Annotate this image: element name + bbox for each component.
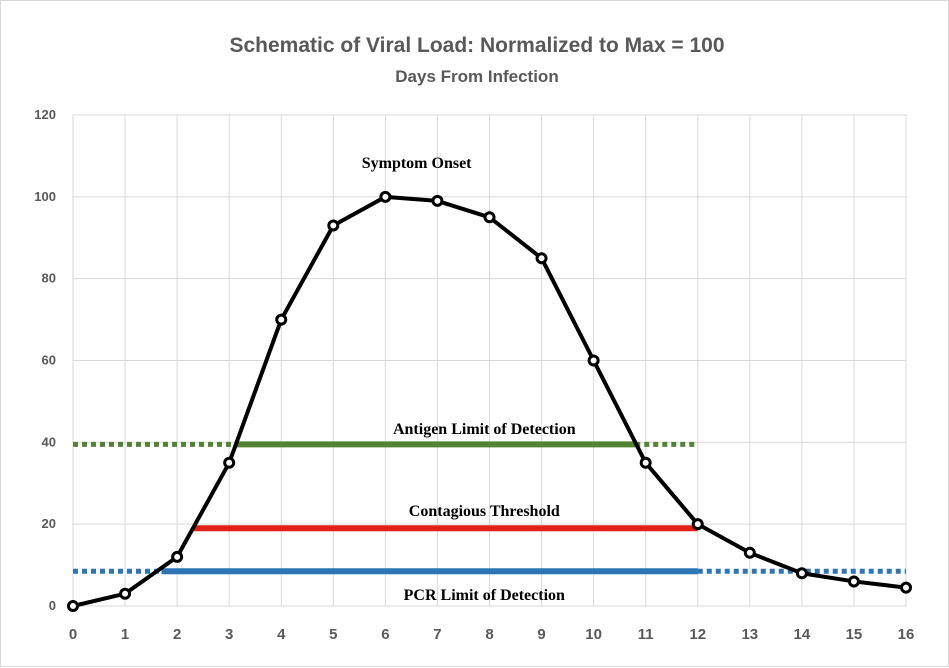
antigen-limit-of-detection-label: Antigen Limit of Detection [393, 421, 576, 438]
data-point [847, 575, 860, 588]
data-point [171, 550, 184, 563]
y-tick-label: 60 [42, 353, 56, 368]
x-tick-label: 10 [585, 626, 602, 643]
x-tick-label: 14 [794, 626, 811, 643]
data-point [223, 456, 236, 469]
y-tick-label: 40 [42, 434, 56, 449]
y-axis-ticks: 0 20 40 60 80 100 120 [34, 107, 56, 613]
data-point [483, 211, 496, 224]
data-point [795, 567, 808, 580]
gridlines [72, 114, 907, 607]
x-tick-label: 16 [898, 626, 915, 643]
x-tick-label: 13 [741, 626, 758, 643]
x-tick-label: 12 [689, 626, 706, 643]
x-tick-label: 7 [433, 626, 441, 643]
data-point [535, 252, 548, 265]
y-tick-label: 100 [34, 189, 56, 204]
x-tick-label: 15 [846, 626, 863, 643]
chart-subtitle: Days From Infection [395, 67, 558, 86]
threshold-lines [73, 441, 906, 575]
pcr-limit-of-detection-label: PCR Limit of Detection [404, 587, 565, 604]
data-point [691, 518, 704, 531]
symptom-onset-label: Symptom Onset [362, 155, 472, 172]
series-layer [67, 190, 912, 612]
data-point [900, 581, 912, 594]
x-tick-label: 3 [225, 626, 233, 643]
data-point [587, 354, 600, 367]
contagious-threshold-label: Contagious Threshold [409, 503, 560, 520]
data-point [379, 190, 392, 203]
x-tick-label: 1 [121, 626, 129, 643]
x-axis-ticks: 0 1 2 3 4 5 6 7 8 9 10 11 12 13 14 15 16 [69, 626, 915, 643]
data-point [67, 600, 79, 612]
data-point [119, 587, 132, 600]
x-tick-label: 2 [173, 626, 181, 643]
y-tick-label: 0 [49, 598, 56, 613]
x-tick-label: 0 [69, 626, 77, 643]
y-tick-label: 80 [42, 271, 56, 286]
data-point [327, 219, 340, 232]
data-point [275, 313, 288, 326]
y-tick-label: 20 [42, 516, 56, 531]
x-tick-label: 4 [277, 626, 286, 643]
x-tick-label: 6 [381, 626, 389, 643]
chart-title: Schematic of Viral Load: Normalized to M… [229, 34, 724, 57]
x-tick-label: 11 [638, 626, 654, 643]
data-point [431, 194, 444, 207]
data-point [743, 546, 756, 559]
data-point [639, 456, 652, 469]
x-tick-label: 5 [329, 626, 337, 643]
x-tick-label: 9 [537, 626, 545, 643]
y-tick-label: 120 [34, 107, 56, 122]
x-tick-label: 8 [485, 626, 493, 643]
annotations: Symptom Onset Antigen Limit of Detection C… [362, 155, 576, 604]
